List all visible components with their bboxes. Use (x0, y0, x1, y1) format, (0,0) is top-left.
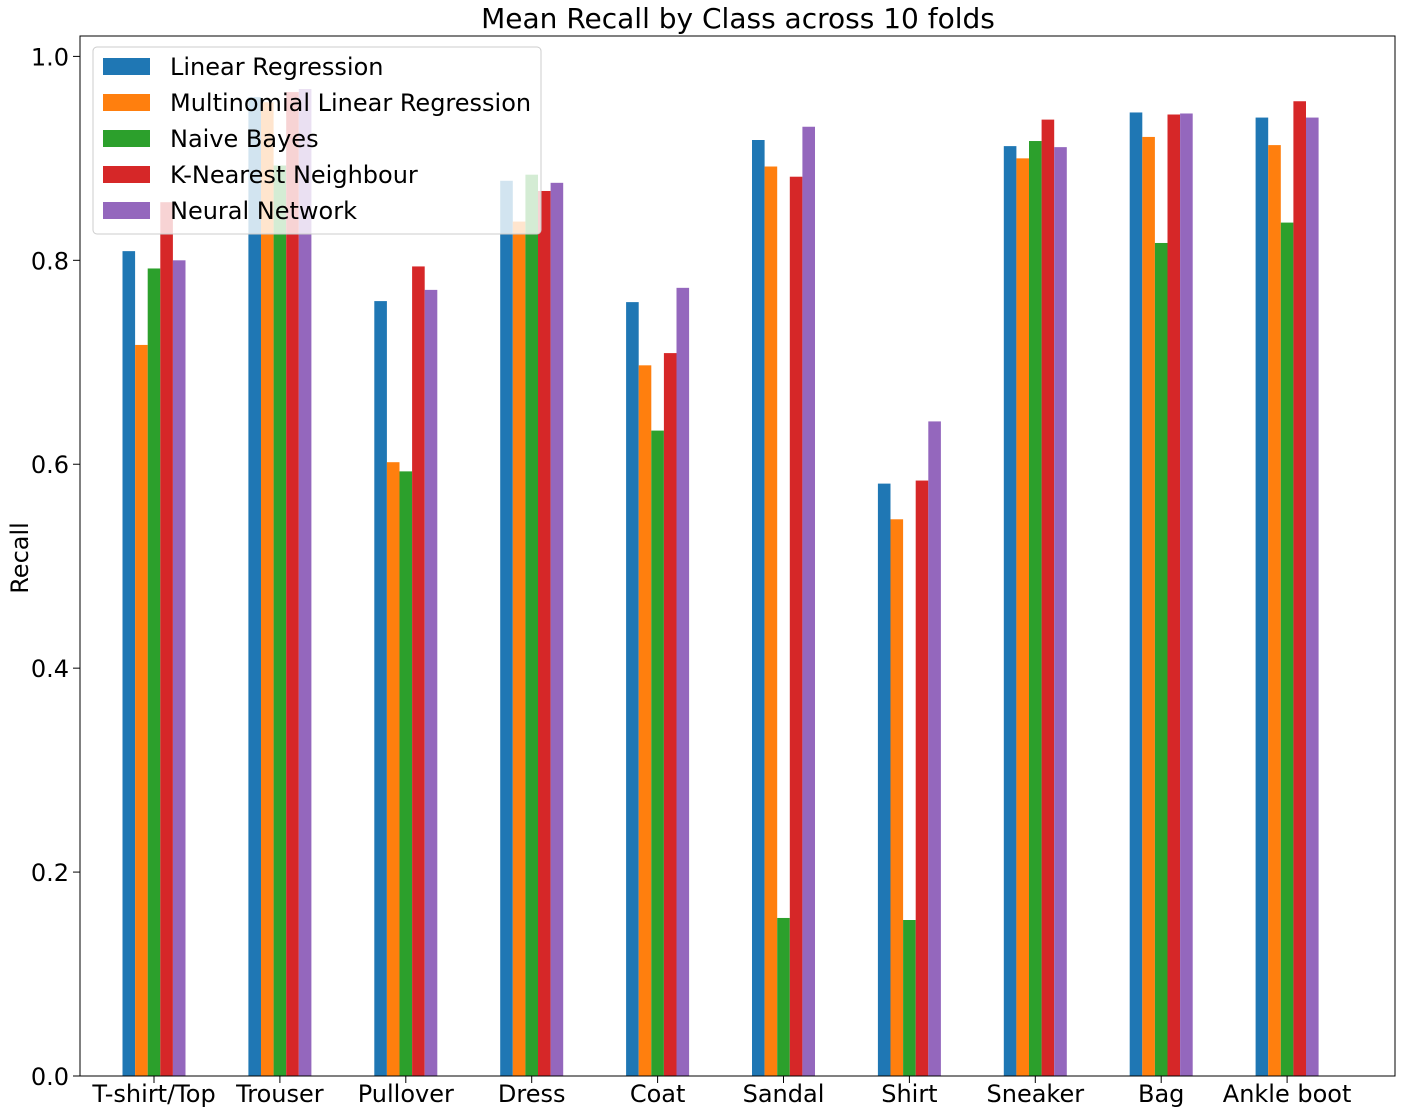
y-tick-label: 0.8 (31, 247, 69, 275)
bar-2-4 (512, 221, 526, 1076)
y-tick-label: 0.2 (31, 859, 69, 887)
bar-4-8 (1041, 119, 1055, 1077)
bar-4-7 (915, 480, 929, 1076)
bar-5-9 (1180, 113, 1193, 1077)
x-tick-label: Sandal (743, 1080, 825, 1108)
bar-5-1 (172, 260, 186, 1076)
x-tick-label: T-shirt/Top (91, 1080, 215, 1108)
bar-1-10 (1255, 117, 1269, 1076)
x-tick-label: Coat (630, 1080, 686, 1108)
x-tick-label: Ankle boot (1223, 1080, 1352, 1108)
bar-4-1 (160, 202, 173, 1076)
bar-4-10 (1293, 101, 1306, 1076)
legend-label: Naive Bayes (170, 125, 319, 153)
bar-5-7 (928, 421, 941, 1076)
bar-4-5 (663, 353, 677, 1077)
bar-2-1 (135, 344, 148, 1076)
y-tick-label: 1.0 (31, 43, 69, 71)
bar-3-4 (525, 174, 538, 1077)
bar-1-8 (1003, 146, 1017, 1076)
legend-swatch (103, 58, 150, 75)
bar-1-4 (500, 180, 513, 1076)
bar-1-6 (752, 140, 765, 1076)
bar-1-5 (626, 302, 639, 1076)
x-axis: T-shirt/Top Trouser Pullover Dress Coat Sanda… (91, 1076, 1351, 1108)
legend-box (92, 46, 542, 235)
x-tick-label: Pullover (358, 1080, 454, 1108)
legend-swatch (103, 202, 150, 219)
bar-3-5 (651, 430, 664, 1077)
bar-3-1 (147, 268, 161, 1077)
bar-4-2 (286, 92, 299, 1076)
bar-3-2 (273, 165, 287, 1077)
legend-label: Linear Regression (170, 53, 384, 81)
bar-3-3 (399, 471, 413, 1076)
bar-3-10 (1280, 222, 1294, 1077)
bar-2-9 (1142, 136, 1155, 1076)
legend-label: K-Nearest Neighbour (170, 161, 418, 189)
legend-swatch (103, 130, 150, 147)
y-axis: 0.0 0.2 0.4 0.6 0.8 1.0 (31, 43, 80, 1091)
y-axis-label: Recall (6, 522, 34, 594)
x-tick-label: Bag (1138, 1080, 1184, 1108)
bar-2-3 (386, 462, 400, 1076)
bar-2-6 (764, 166, 778, 1076)
bar-5-10 (1306, 117, 1319, 1076)
bar-2-5 (638, 365, 652, 1077)
bars-group (122, 89, 1319, 1077)
bar-5-5 (676, 287, 690, 1077)
bar-2-2 (261, 102, 274, 1076)
bar-5-2 (298, 89, 312, 1076)
bar-5-3 (424, 289, 438, 1076)
legend-swatch (103, 166, 150, 183)
x-tick-label: Shirt (881, 1080, 937, 1108)
bar-3-8 (1029, 141, 1042, 1076)
bar-1-9 (1129, 112, 1143, 1077)
bar-5-4 (550, 182, 564, 1076)
bar-2-7 (890, 519, 904, 1076)
bar-1-7 (877, 483, 891, 1076)
x-tick-label: Dress (498, 1080, 566, 1108)
chart-title: Mean Recall by Class across 10 folds (481, 2, 995, 35)
bar-3-6 (777, 917, 790, 1076)
bar-4-3 (412, 266, 425, 1076)
legend-label: Multinomial Linear Regression (170, 89, 531, 117)
bar-1-2 (248, 97, 261, 1077)
bar-5-6 (802, 126, 815, 1076)
legend-swatch (103, 94, 150, 111)
y-tick-label: 0.6 (31, 451, 69, 479)
legend: Linear Regression Multinomial Linear Regr… (92, 46, 542, 235)
y-tick-label: 0.0 (31, 1063, 69, 1091)
plot-frame (79, 35, 1396, 1077)
bar-5-8 (1054, 147, 1067, 1076)
x-tick-label: Sneaker (987, 1080, 1085, 1108)
bar-1-3 (374, 301, 387, 1077)
bar-3-9 (1154, 242, 1168, 1077)
bar-2-8 (1016, 158, 1029, 1077)
bar-2-10 (1268, 145, 1281, 1077)
bar-4-9 (1167, 114, 1181, 1076)
x-tick-label: Trouser (235, 1080, 324, 1108)
bar-1-1 (122, 251, 136, 1076)
y-tick-label: 0.4 (31, 655, 69, 683)
bar-4-4 (538, 190, 551, 1077)
bar-4-6 (789, 176, 803, 1076)
legend-label: Neural Network (170, 197, 357, 225)
bar-3-7 (903, 920, 916, 1076)
